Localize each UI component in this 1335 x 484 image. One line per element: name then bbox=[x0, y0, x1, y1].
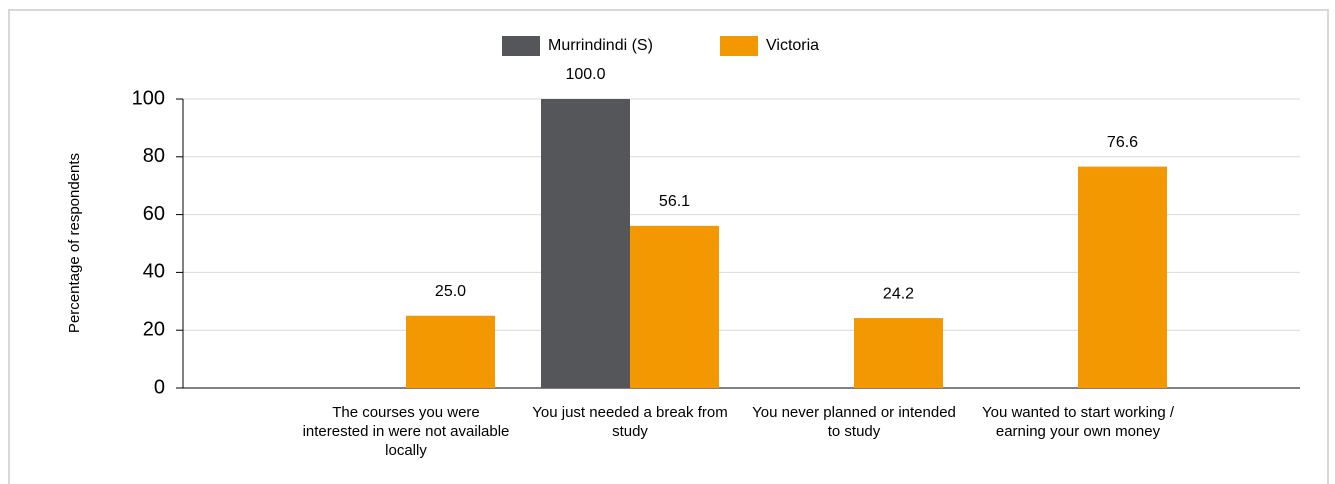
bar bbox=[406, 315, 495, 388]
data-label: 100.0 bbox=[565, 66, 605, 83]
data-label: 24.2 bbox=[883, 285, 914, 302]
x-tick-label: You wanted to start working / earning yo… bbox=[981, 404, 1175, 440]
bar bbox=[854, 318, 943, 388]
bar bbox=[630, 225, 719, 388]
bar bbox=[1078, 166, 1167, 388]
legend-label: Murrindindi (S) bbox=[548, 37, 653, 54]
y-tick-label: 0 bbox=[154, 376, 165, 398]
x-tick-label: You never planned or intended to study bbox=[752, 404, 956, 440]
data-label: 76.6 bbox=[1107, 134, 1138, 151]
bar bbox=[541, 99, 630, 388]
x-tick-label: You just needed a break from study bbox=[532, 404, 728, 440]
y-tick-label: 20 bbox=[143, 318, 165, 340]
legend-swatch bbox=[720, 36, 758, 56]
y-axis-label: Percentage of respondents bbox=[66, 153, 83, 333]
y-tick-label: 60 bbox=[143, 203, 165, 225]
y-tick-label: 40 bbox=[143, 261, 165, 283]
data-label: 25.0 bbox=[435, 283, 466, 300]
frame bbox=[8, 9, 1329, 484]
y-tick-label: 100 bbox=[132, 87, 165, 109]
legend-label: Victoria bbox=[766, 37, 819, 54]
data-label: 56.1 bbox=[659, 193, 690, 210]
x-tick-label: The courses you were interested in were … bbox=[302, 404, 510, 459]
y-tick-label: 80 bbox=[143, 145, 165, 167]
legend-swatch bbox=[502, 36, 540, 56]
